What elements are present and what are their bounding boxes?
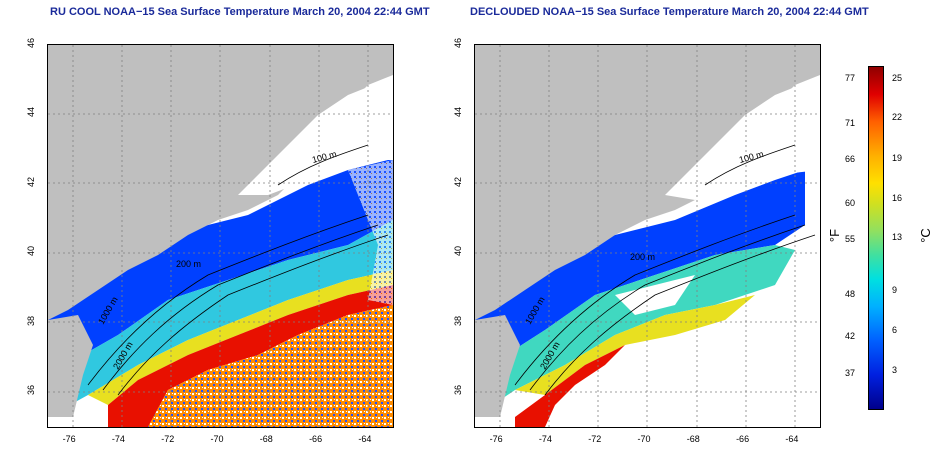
- sst-yellow-band: [88, 270, 393, 405]
- colorbar-fahrenheit-label: 42: [845, 331, 856, 341]
- bathymetry-contours: [87, 144, 389, 396]
- colorbar-fahrenheit-label: 66: [845, 154, 856, 164]
- lon-tick-right: -76: [489, 434, 503, 444]
- left-map-title: RU COOL NOAA−15 Sea Surface Temperature …: [50, 6, 430, 18]
- lat-tick-left: 46: [26, 38, 36, 49]
- temperature-colorbar: [868, 66, 884, 410]
- right-map-title: DECLOUDED NOAA−15 Sea Surface Temperatur…: [470, 6, 869, 18]
- colorbar-celsius-label: 3: [892, 365, 898, 375]
- lat-tick-left: 42: [26, 176, 36, 187]
- colorbar-celsius-label: 25: [892, 73, 903, 83]
- colorbar-fahrenheit-label: 55: [845, 234, 856, 244]
- lat-tick-right: 40: [453, 246, 463, 257]
- sst-map-raw: 100 m 200 m 1000 m 2000 m: [47, 44, 394, 428]
- colorbar-celsius-label: 6: [892, 325, 898, 335]
- lat-tick-right: 42: [453, 176, 463, 187]
- lat-tick-right: 46: [453, 38, 463, 49]
- lon-tick-right: -66: [736, 434, 750, 444]
- colorbar-celsius-label: 16: [892, 193, 903, 203]
- shelf-white: [238, 79, 393, 195]
- sst-cold-band: [475, 170, 805, 375]
- sst-noisy-warm: [148, 305, 393, 427]
- colorbar-fahrenheit-label: 60: [845, 198, 856, 208]
- lon-tick-left: -68: [259, 434, 273, 444]
- lon-tick-left: -76: [62, 434, 76, 444]
- lon-tick-left: -72: [161, 434, 175, 444]
- sst-red-band: [108, 285, 393, 427]
- lon-tick-right: -68: [686, 434, 700, 444]
- contour-label-200: 200 m: [176, 259, 201, 269]
- contour-label-200: 200 m: [630, 252, 655, 262]
- lon-tick-left: -74: [111, 434, 125, 444]
- lon-tick-left: -66: [309, 434, 323, 444]
- sst-cyan-band: [48, 220, 393, 417]
- bathymetry-contours: [514, 144, 816, 396]
- lat-tick-left: 36: [26, 385, 36, 396]
- fahrenheit-unit-label: °F: [827, 228, 843, 243]
- lat-tick-left: 40: [26, 246, 36, 257]
- sst-cyan-band: [475, 245, 795, 417]
- colorbar-celsius-label: 22: [892, 112, 903, 122]
- colorbar-fahrenheit-label: 37: [845, 368, 856, 378]
- colorbar-fahrenheit-label: 77: [845, 73, 856, 83]
- lon-tick-right: -64: [785, 434, 799, 444]
- lon-tick-left: -70: [210, 434, 224, 444]
- coast-south: [475, 315, 520, 417]
- colorbar-celsius-label: 13: [892, 232, 903, 242]
- lat-tick-left: 38: [26, 315, 36, 326]
- sst-red-band: [515, 345, 625, 427]
- lat-tick-right: 44: [453, 107, 463, 118]
- sst-yellow-band: [515, 295, 755, 395]
- sst-cold-band: [48, 160, 393, 375]
- colorbar-celsius-label: 19: [892, 153, 903, 163]
- map-grid: [475, 45, 820, 427]
- sst-noisy-edge: [348, 160, 393, 305]
- lat-tick-right: 36: [453, 385, 463, 396]
- cloud-gap-south: [575, 295, 820, 427]
- colorbar-celsius-label: 9: [892, 285, 898, 295]
- lon-tick-right: -74: [538, 434, 552, 444]
- sst-map-declouded: 100 m 200 m 1000 m 2000 m: [474, 44, 821, 428]
- colorbar-fahrenheit-label: 71: [845, 118, 856, 128]
- shelf-white: [665, 79, 820, 200]
- lat-tick-right: 38: [453, 315, 463, 326]
- lon-tick-right: -72: [588, 434, 602, 444]
- lon-tick-left: -64: [358, 434, 372, 444]
- colorbar-fahrenheit-label: 48: [845, 289, 856, 299]
- map-grid: [48, 45, 393, 427]
- lon-tick-right: -70: [637, 434, 651, 444]
- coast-south: [48, 315, 93, 417]
- celsius-unit-label: °C: [917, 228, 933, 243]
- lat-tick-left: 44: [26, 107, 36, 118]
